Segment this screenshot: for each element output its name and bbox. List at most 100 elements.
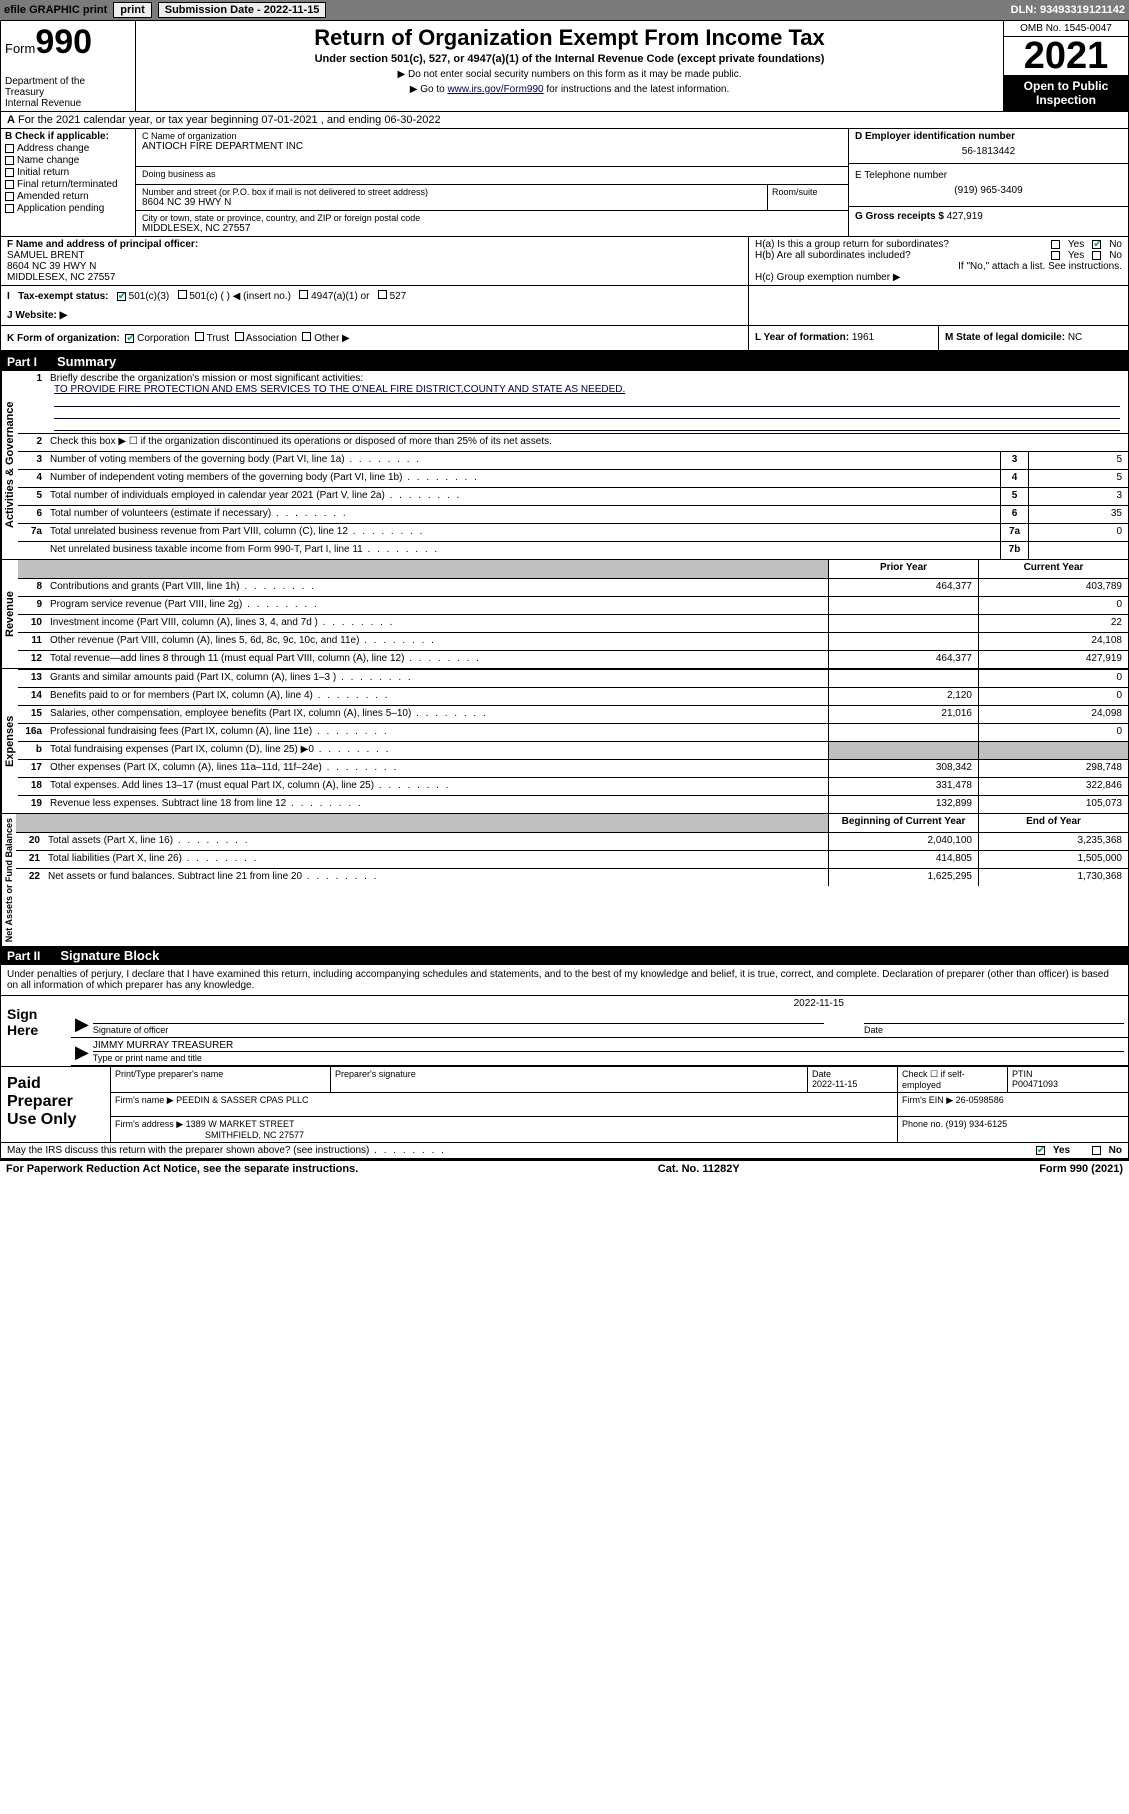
firm-addr: 1389 W MARKET STREET	[186, 1119, 295, 1129]
phone-value: (919) 965-3409	[855, 181, 1122, 200]
chk-other[interactable]	[302, 332, 311, 341]
pp-self-employed: Check ☐ if self-employed	[898, 1067, 1008, 1092]
prior-value: 21,016	[828, 706, 978, 723]
hb-note: If "No," attach a list. See instructions…	[755, 261, 1122, 272]
room-suite-label: Room/suite	[768, 185, 848, 210]
chk-501c3[interactable]	[117, 292, 126, 301]
ha-yes[interactable]	[1051, 240, 1060, 249]
line-box: 7a	[1000, 524, 1028, 541]
pp-sig-label: Preparer's signature	[331, 1067, 808, 1092]
line-value: 0	[1028, 524, 1128, 541]
current-value	[978, 742, 1128, 759]
k-label: K Form of organization:	[7, 333, 120, 344]
current-value: 105,073	[978, 796, 1128, 813]
chk-amended[interactable]	[5, 192, 14, 201]
org-name: ANTIOCH FIRE DEPARTMENT INC	[142, 141, 842, 152]
chk-501c[interactable]	[178, 290, 187, 299]
line-desc: Net assets or fund balances. Subtract li…	[44, 869, 828, 886]
year-formation: 1961	[852, 332, 874, 343]
line-desc: Program service revenue (Part VIII, line…	[46, 597, 828, 614]
ha-label: H(a) Is this a group return for subordin…	[755, 239, 949, 250]
current-value: 1,730,368	[978, 869, 1128, 886]
chk-app-pending[interactable]	[5, 204, 14, 213]
col-b-label: B Check if applicable:	[5, 131, 131, 142]
part1-header: Part I Summary	[1, 352, 1128, 371]
form-title: Return of Organization Exempt From Incom…	[144, 25, 995, 51]
print-button[interactable]: print	[113, 2, 151, 18]
hb-label: H(b) Are all subordinates included?	[755, 250, 911, 261]
form-number: 990	[35, 23, 92, 61]
line-desc: Total fundraising expenses (Part IX, col…	[46, 742, 828, 759]
line-desc: Total revenue—add lines 8 through 11 (mu…	[46, 651, 828, 668]
cat-no: Cat. No. 11282Y	[658, 1163, 740, 1175]
current-value: 0	[978, 688, 1128, 705]
line-value	[1028, 542, 1128, 559]
sig-name-value: JIMMY MURRAY TREASURER	[93, 1040, 1124, 1051]
discuss-no[interactable]	[1092, 1146, 1101, 1155]
l-label: L Year of formation:	[755, 332, 849, 343]
line-box: 7b	[1000, 542, 1028, 559]
chk-trust[interactable]	[195, 332, 204, 341]
hb-yes[interactable]	[1051, 251, 1060, 260]
chk-address-change[interactable]	[5, 144, 14, 153]
hb-no[interactable]	[1092, 251, 1101, 260]
current-value: 24,108	[978, 633, 1128, 650]
line2-text: Check this box ▶ ☐ if the organization d…	[46, 434, 1128, 451]
current-value: 22	[978, 615, 1128, 632]
form-label: Form	[5, 41, 35, 56]
form-header: Form990 Department of theTreasuryInterna…	[1, 21, 1128, 112]
ha-no[interactable]	[1092, 240, 1101, 249]
chk-final-return[interactable]	[5, 180, 14, 189]
hdr-end-year: End of Year	[978, 814, 1128, 832]
line-value: 5	[1028, 452, 1128, 469]
chk-527[interactable]	[378, 290, 387, 299]
discuss-yes[interactable]	[1036, 1146, 1045, 1155]
line-desc: Total assets (Part X, line 16)	[44, 833, 828, 850]
gross-receipts-value: 427,919	[947, 211, 983, 222]
m-label: M State of legal domicile:	[945, 332, 1065, 343]
line-desc: Salaries, other compensation, employee b…	[46, 706, 828, 723]
pp-name-label: Print/Type preparer's name	[111, 1067, 331, 1092]
prior-value	[828, 724, 978, 741]
paperwork-notice: For Paperwork Reduction Act Notice, see …	[6, 1163, 358, 1175]
prior-value	[828, 597, 978, 614]
dept-label: Department of theTreasuryInternal Revenu…	[5, 76, 131, 109]
part2-header: Part II Signature Block	[1, 946, 1128, 965]
line-desc: Benefits paid to or for members (Part IX…	[46, 688, 828, 705]
prior-value: 331,478	[828, 778, 978, 795]
hdr-prior-year: Prior Year	[828, 560, 978, 578]
sig-officer-label: Signature of officer	[93, 1023, 824, 1035]
officer-city: MIDDLESEX, NC 27557	[7, 272, 198, 283]
line-desc: Total number of volunteers (estimate if …	[46, 506, 1000, 523]
prior-value	[828, 615, 978, 632]
line-desc: Investment income (Part VIII, column (A)…	[46, 615, 828, 632]
current-value: 427,919	[978, 651, 1128, 668]
sign-here-label: Sign Here	[1, 996, 71, 1066]
city-state-zip: MIDDLESEX, NC 27557	[142, 223, 842, 234]
prior-value: 464,377	[828, 651, 978, 668]
chk-assoc[interactable]	[235, 332, 244, 341]
line-value: 3	[1028, 488, 1128, 505]
dln-label: DLN: 93493319121142	[1011, 4, 1125, 16]
irs-link[interactable]: www.irs.gov/Form990	[447, 84, 543, 95]
chk-corp[interactable]	[125, 334, 134, 343]
top-bar: efile GRAPHIC print print Submission Dat…	[0, 0, 1129, 20]
chk-4947[interactable]	[299, 290, 308, 299]
prior-value	[828, 633, 978, 650]
signature-intro: Under penalties of perjury, I declare th…	[1, 965, 1128, 995]
current-value: 0	[978, 724, 1128, 741]
phone-label: E Telephone number	[855, 170, 1122, 181]
firm-city: SMITHFIELD, NC 27577	[205, 1130, 304, 1140]
pp-date: 2022-11-15	[812, 1079, 857, 1089]
ein-value: 56-1813442	[855, 142, 1122, 161]
chk-initial-return[interactable]	[5, 168, 14, 177]
dba-label: Doing business as	[142, 169, 842, 179]
prior-value	[828, 742, 978, 759]
firm-phone: (919) 934-6125	[946, 1119, 1008, 1129]
current-value: 1,505,000	[978, 851, 1128, 868]
tab-revenue: Revenue	[1, 560, 18, 668]
prior-value	[828, 670, 978, 687]
chk-name-change[interactable]	[5, 156, 14, 165]
tab-activities-governance: Activities & Governance	[1, 371, 18, 559]
line-desc: Total expenses. Add lines 13–17 (must eq…	[46, 778, 828, 795]
